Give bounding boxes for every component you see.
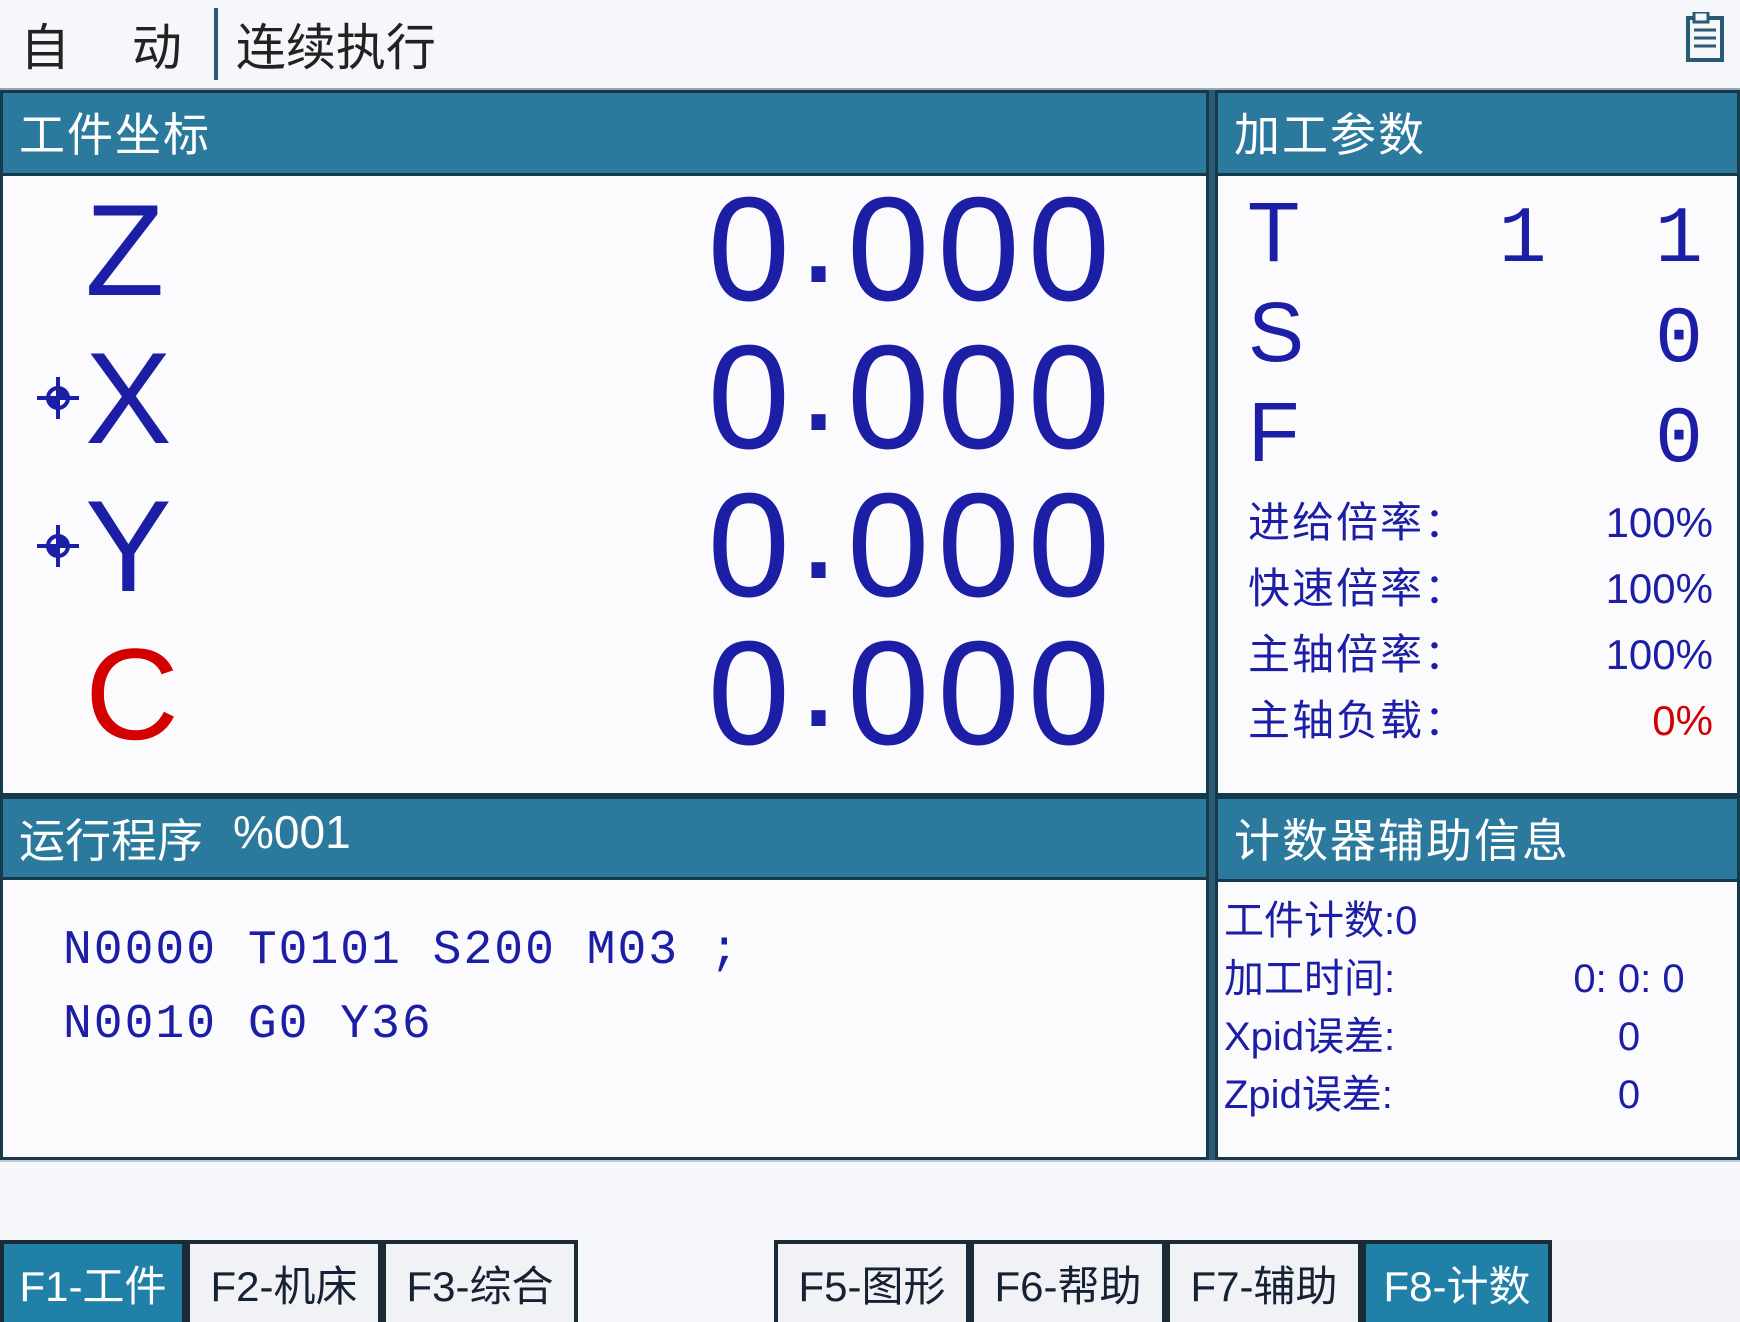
axis-value-Y: 0 . 000 <box>225 461 1178 631</box>
axis-value-X: 0 . 000 <box>225 313 1178 483</box>
program-title-bar: 运行程序 %001 <box>0 796 1209 880</box>
fkey-F1[interactable]: F1-工件 <box>0 1240 186 1322</box>
counter-panel: 计数器辅助信息 工件计数:0加工时间:0: 0: 0Xpid误差:0Zpid误差… <box>1215 796 1740 1160</box>
axis-label-Y: Y <box>85 471 225 621</box>
blank-strip <box>0 1160 1740 1240</box>
program-id: %001 <box>233 805 351 871</box>
params-body: T 1 1 S 0 F 0 进给倍率：100%快速倍率：100%主轴倍率：100… <box>1215 176 1740 796</box>
counter-row: 加工时间: 0: 0: 0 <box>1224 950 1719 1008</box>
fkey-blank <box>578 1240 774 1322</box>
fkey-bar: F1-工件F2-机床F3-综合 F5-图形F6-帮助F7-辅助F8-计数 <box>0 1240 1740 1322</box>
counter-value: 0 <box>1539 1066 1719 1124</box>
param-T-v2: 1 <box>1557 195 1713 286</box>
params-panel: 加工参数 T 1 1 S 0 F 0 进给倍率：100%快速倍率：100%主轴倍… <box>1215 90 1740 796</box>
counter-label: Zpid误差: <box>1224 1066 1393 1124</box>
rate-value: 100% <box>1593 490 1713 556</box>
rate-row: 快速倍率： 100% <box>1248 556 1713 622</box>
coord-row-Z: Z0 . 000 <box>31 176 1178 324</box>
rate-label: 主轴负载： <box>1248 688 1468 754</box>
fkey-F8[interactable]: F8-计数 <box>1362 1240 1552 1322</box>
rate-label: 快速倍率： <box>1248 556 1468 622</box>
rate-row: 主轴负载： 0% <box>1248 688 1713 754</box>
rate-row: 进给倍率： 100% <box>1248 490 1713 556</box>
program-panel: 运行程序 %001 N0000 T0101 S200 M03 ;N0010 G0… <box>0 796 1215 1160</box>
program-line: N0000 T0101 S200 M03 ; <box>63 914 1146 988</box>
rate-row: 主轴倍率： 100% <box>1248 622 1713 688</box>
coords-title: 工件坐标 <box>0 90 1209 176</box>
param-F-row: F 0 <box>1248 384 1713 484</box>
program-title: 运行程序 <box>19 805 203 871</box>
counter-row: Xpid误差: 0 <box>1224 1008 1719 1066</box>
counter-label: 工件计数:0 <box>1224 892 1417 950</box>
param-T-label: T <box>1248 184 1322 281</box>
param-S-val: 0 <box>1322 295 1713 386</box>
axis-value-C: 0 . 000 <box>225 609 1178 779</box>
target-icon <box>31 525 85 567</box>
counter-title: 计数器辅助信息 <box>1215 796 1740 882</box>
rate-label: 进给倍率： <box>1248 490 1468 556</box>
counter-body: 工件计数:0加工时间: 0: 0: 0 Xpid误差: 0 Zpid误差: 0 <box>1215 882 1740 1160</box>
params-title: 加工参数 <box>1215 90 1740 176</box>
rate-label: 主轴倍率： <box>1248 622 1468 688</box>
axis-value-Z: 0 . 000 <box>225 165 1178 335</box>
coords-body: Z0 . 000X0 . 000Y0 . 000C0 . 000 <box>0 176 1209 796</box>
coord-row-Y: Y0 . 000 <box>31 472 1178 620</box>
fkey-F6[interactable]: F6-帮助 <box>970 1240 1166 1322</box>
axis-label-Z: Z <box>85 175 225 325</box>
rate-value: 100% <box>1593 556 1713 622</box>
submode-label: 连续执行 <box>236 8 436 80</box>
param-F-label: F <box>1248 384 1322 481</box>
counter-value: 0 <box>1539 1008 1719 1066</box>
coord-row-C: C0 . 000 <box>31 620 1178 768</box>
param-S-label: S <box>1248 284 1322 381</box>
target-icon <box>31 377 85 419</box>
counter-value: 0: 0: 0 <box>1539 950 1719 1008</box>
param-F-val: 0 <box>1322 395 1713 486</box>
top-bar: 自 动 连续执行 <box>0 0 1740 90</box>
fkey-F3[interactable]: F3-综合 <box>382 1240 578 1322</box>
coords-panel: 工件坐标 Z0 . 000X0 . 000Y0 . 000C0 . 000 <box>0 90 1215 796</box>
rate-value: 100% <box>1593 622 1713 688</box>
axis-label-X: X <box>85 323 225 473</box>
program-body: N0000 T0101 S200 M03 ;N0010 G0 Y36 <box>0 880 1209 1160</box>
rate-value: 0% <box>1593 688 1713 754</box>
axis-label-C: C <box>85 619 225 769</box>
fkey-F5[interactable]: F5-图形 <box>774 1240 970 1322</box>
counter-row: Zpid误差: 0 <box>1224 1066 1719 1124</box>
rates-list: 进给倍率： 100% 快速倍率： 100% 主轴倍率： 100% 主轴负载： 0% <box>1248 490 1713 754</box>
fkey-F2[interactable]: F2-机床 <box>186 1240 382 1322</box>
param-S-row: S 0 <box>1248 284 1713 384</box>
page-icon <box>1684 12 1730 76</box>
param-T-row: T 1 1 <box>1248 184 1713 284</box>
program-line: N0010 G0 Y36 <box>63 988 1146 1062</box>
main-row: 工件坐标 Z0 . 000X0 . 000Y0 . 000C0 . 000 加工… <box>0 90 1740 796</box>
second-row: 运行程序 %001 N0000 T0101 S200 M03 ;N0010 G0… <box>0 796 1740 1160</box>
counter-row: 工件计数:0 <box>1224 892 1719 950</box>
counter-label: 加工时间: <box>1224 950 1395 1008</box>
fkey-F7[interactable]: F7-辅助 <box>1166 1240 1362 1322</box>
mode-label: 自 动 <box>20 8 218 80</box>
counter-label: Xpid误差: <box>1224 1008 1395 1066</box>
coord-row-X: X0 . 000 <box>31 324 1178 472</box>
param-T-v1: 1 <box>1322 195 1557 286</box>
